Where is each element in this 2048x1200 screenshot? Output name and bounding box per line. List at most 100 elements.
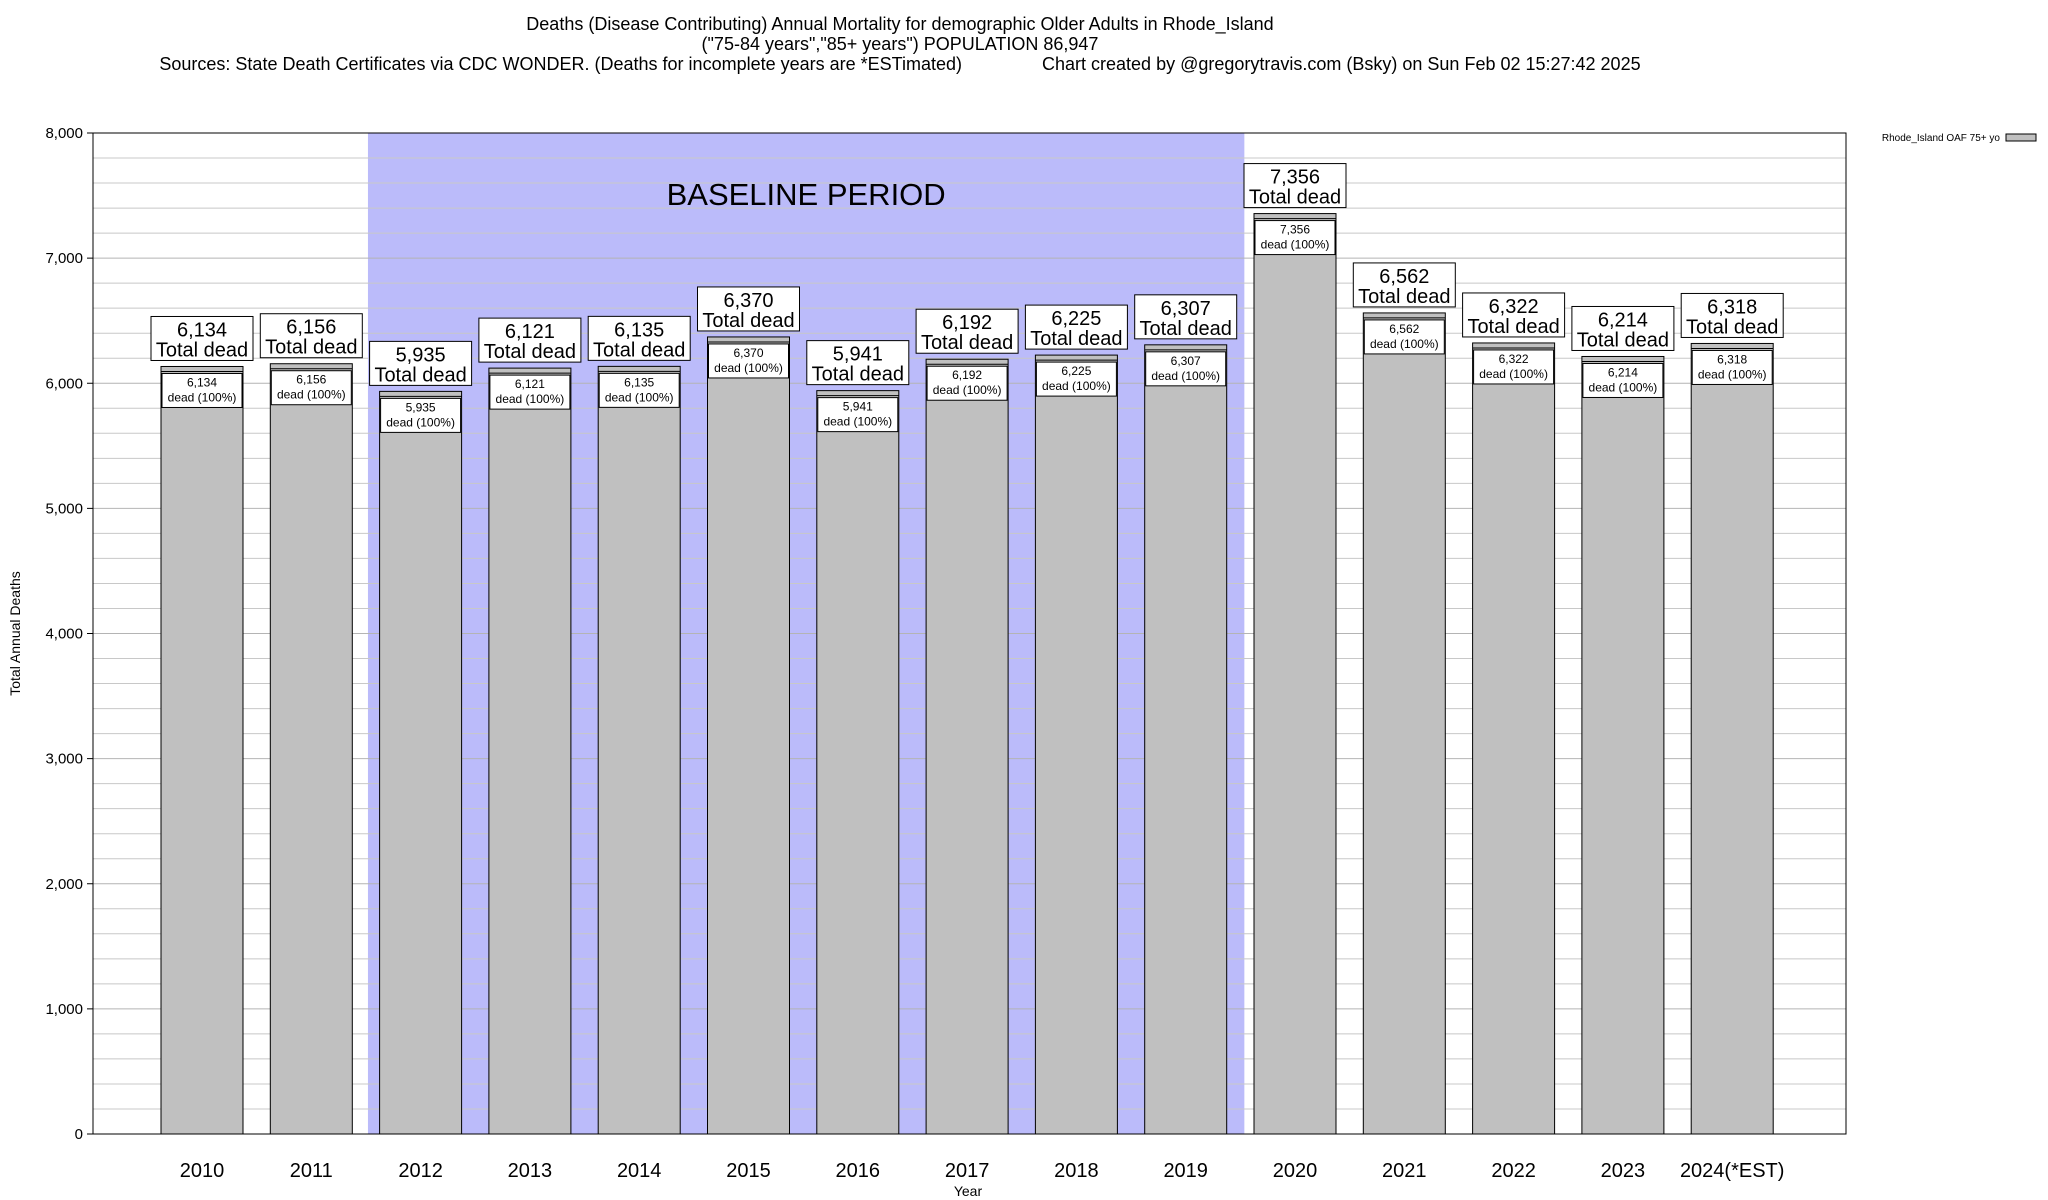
- total-label-value: 6,156: [286, 317, 336, 339]
- total-label-box: [1134, 294, 1238, 340]
- total-label-value: 6,370: [723, 290, 773, 312]
- total-label-box: [1571, 305, 1675, 351]
- total-label-box: [1024, 304, 1128, 350]
- total-label-value: 6,134: [177, 319, 227, 341]
- inner-label-box: [380, 397, 462, 433]
- inner-label-value: 6,318: [1717, 352, 1747, 366]
- total-label-box: [806, 340, 910, 386]
- inner-label-value: 6,322: [1499, 352, 1529, 366]
- baseline-period-label: BASELINE PERIOD: [667, 177, 946, 212]
- bar: [597, 365, 681, 1135]
- inner-label-value: 6,135: [624, 375, 654, 389]
- total-label-box: [1462, 292, 1566, 338]
- total-label-suffix: Total dead: [1030, 328, 1122, 350]
- total-label-suffix: Total dead: [1686, 316, 1778, 338]
- x-tick-label: 2010: [180, 1160, 225, 1182]
- x-tick-label: 2022: [1491, 1160, 1536, 1182]
- inner-label-box: [270, 370, 352, 406]
- bar-layer: [160, 213, 1774, 1135]
- total-label-suffix: Total dead: [593, 339, 685, 361]
- bar: [925, 358, 1009, 1135]
- axis-layer: 0 1,000 2,000 3,000 4,000 5,000 6,000 7,000 8,00…: [7, 125, 1847, 1199]
- y-tick-label: 4,000: [45, 626, 83, 643]
- total-label-value: 6,322: [1489, 296, 1539, 318]
- inner-label-pct: dead (100%): [496, 392, 565, 406]
- chart-title: Deaths (Disease Contributing) Annual Mor…: [526, 14, 1274, 34]
- inner-label-value: 7,356: [1280, 223, 1310, 237]
- total-label-suffix: Total dead: [156, 339, 248, 361]
- inner-label-pct: dead (100%): [1589, 380, 1658, 394]
- inner-label-pct: dead (100%): [1151, 369, 1220, 383]
- total-label-box: [259, 313, 363, 359]
- inner-label-pct: dead (100%): [386, 415, 455, 429]
- total-label-suffix: Total dead: [1358, 286, 1450, 308]
- total-label-value: 6,562: [1379, 266, 1429, 288]
- bar: [1034, 354, 1118, 1135]
- y-tick-label: 8,000: [45, 125, 83, 142]
- total-label-suffix: Total dead: [812, 364, 904, 386]
- legend-swatch: [2005, 133, 2037, 142]
- inner-label-box: [1145, 351, 1227, 387]
- y-tick-label: 6,000: [45, 375, 83, 392]
- bar: [707, 336, 790, 1135]
- inner-label-value: 6,192: [952, 368, 982, 382]
- total-label-value: 6,135: [614, 319, 664, 341]
- bar: [379, 390, 463, 1135]
- inner-label-value: 5,941: [843, 400, 873, 414]
- inner-label-value: 6,370: [733, 346, 763, 360]
- inner-label-box: [926, 365, 1008, 401]
- inner-label-value: 6,134: [187, 375, 217, 389]
- inner-label-pct: dead (100%): [605, 390, 674, 404]
- inner-label-box: [598, 372, 680, 408]
- inner-label-pct: dead (100%): [1370, 337, 1439, 351]
- y-axis-label: Total Annual Deaths: [7, 571, 23, 696]
- bar: [816, 390, 900, 1135]
- total-label-value: 6,121: [505, 321, 555, 343]
- total-label-suffix: Total dead: [921, 332, 1013, 354]
- total-label-suffix: Total dead: [265, 337, 357, 359]
- inner-label-value: 6,214: [1608, 365, 1638, 379]
- x-tick-label: 2016: [836, 1160, 881, 1182]
- total-label-suffix: Total dead: [1577, 329, 1669, 351]
- inner-label-pct: dead (100%): [1261, 238, 1330, 252]
- y-tick-label: 0: [75, 1126, 83, 1143]
- y-tick-label: 3,000: [45, 751, 83, 768]
- x-axis-label: Year: [954, 1183, 983, 1199]
- total-label-value: 7,356: [1270, 167, 1320, 189]
- bar: [1362, 312, 1446, 1135]
- inner-label-value: 6,225: [1061, 364, 1091, 378]
- inner-label-box: [161, 372, 243, 408]
- inner-label-pct: dead (100%): [277, 388, 346, 402]
- inner-label-value: 6,121: [515, 377, 545, 391]
- total-label-suffix: Total dead: [374, 364, 466, 386]
- y-tick-label: 2,000: [45, 876, 83, 893]
- inner-label-box: [489, 374, 571, 410]
- total-label-suffix: Total dead: [1249, 187, 1341, 209]
- inner-label-box: [708, 343, 789, 379]
- x-tick-label: 2024(*EST): [1680, 1160, 1785, 1182]
- inner-label-pct: dead (100%): [1698, 367, 1767, 381]
- bar: [488, 367, 572, 1135]
- inner-label-box: [1691, 349, 1773, 385]
- bar: [1472, 342, 1556, 1135]
- total-label-value: 5,935: [396, 344, 446, 366]
- inner-label-value: 5,935: [406, 400, 436, 414]
- total-label-box: [478, 317, 582, 363]
- inner-label-box: [1363, 319, 1445, 355]
- legend-layer: Rhode_Island OAF 75+ yo: [1882, 133, 2037, 144]
- bar: [1690, 342, 1774, 1135]
- plot-frame: [92, 132, 1847, 1135]
- inner-label-pct: dead (100%): [1042, 379, 1111, 393]
- total-label-box: [1243, 163, 1347, 209]
- x-tick-label: 2015: [726, 1160, 771, 1182]
- x-tick-label: 2017: [945, 1160, 990, 1182]
- total-label-suffix: Total dead: [1140, 318, 1232, 340]
- bar: [1253, 213, 1337, 1135]
- total-label-box: [915, 308, 1019, 354]
- chart-subtitle: ("75-84 years","85+ years") POPULATION 8…: [701, 34, 1099, 54]
- total-label-box: [369, 340, 473, 386]
- inner-label-box: [817, 397, 899, 433]
- total-label-value: 6,307: [1161, 298, 1211, 320]
